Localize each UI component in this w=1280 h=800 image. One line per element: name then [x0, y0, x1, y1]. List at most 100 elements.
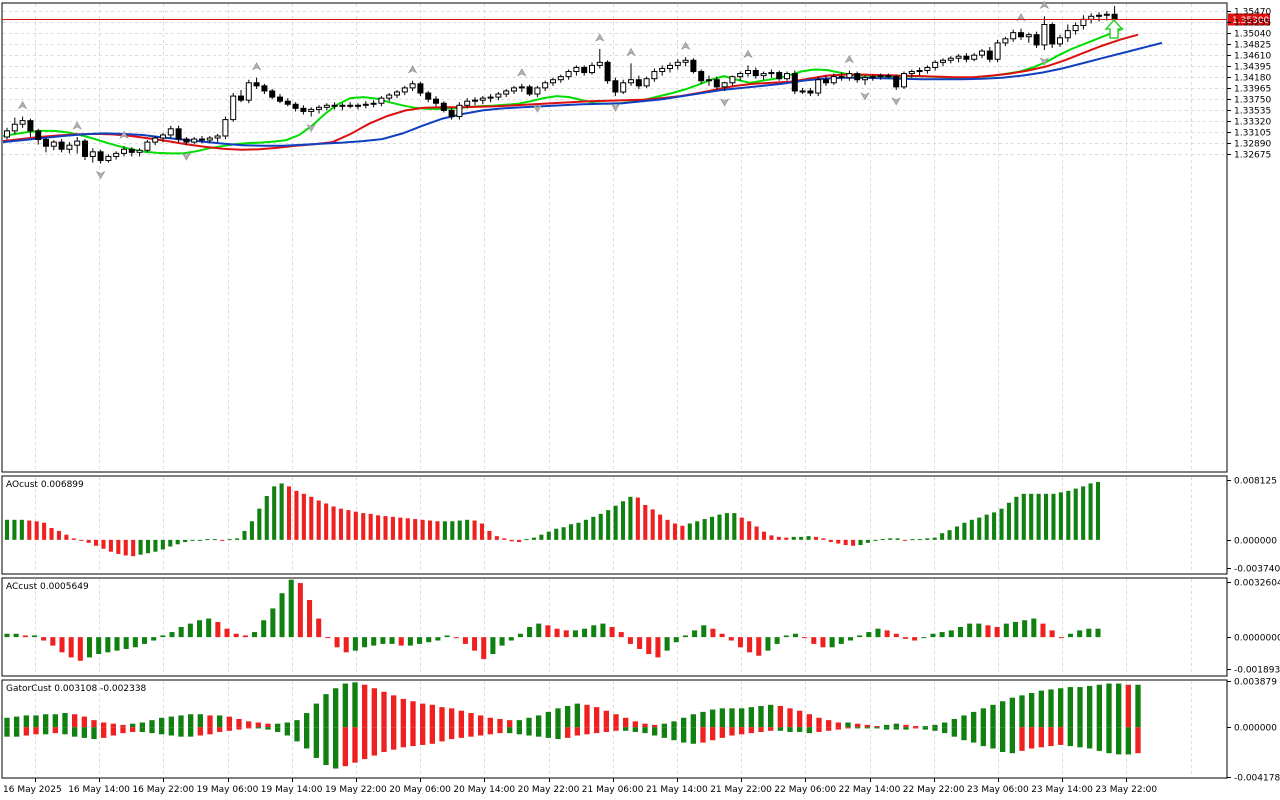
candle-bull	[596, 61, 603, 66]
price-tick-label: 1.34610	[1234, 52, 1271, 62]
candle-bull	[1002, 38, 1009, 44]
ac-bar	[600, 623, 606, 638]
gator-lower-bar	[159, 727, 165, 735]
gator-upper-bar	[507, 720, 513, 728]
candle-bull	[651, 71, 658, 80]
candle-bull	[971, 54, 978, 60]
ao-bar	[27, 520, 32, 540]
gator-lower-bar	[342, 727, 348, 767]
gator-upper-bar	[207, 715, 213, 728]
gator-upper-bar	[903, 724, 909, 728]
ao-bar	[249, 521, 254, 540]
candle-bear	[963, 55, 970, 60]
gator-upper-bar	[304, 713, 310, 728]
ac-bar	[288, 579, 294, 638]
candle-bull	[503, 90, 510, 95]
ao-bar	[769, 535, 774, 540]
candle-bull	[19, 120, 26, 125]
ao-bar	[145, 539, 151, 554]
ao-bar	[286, 486, 292, 540]
ao-bar	[531, 537, 536, 540]
ac-bar	[536, 623, 542, 638]
price-tick-label: 1.33965	[1234, 85, 1271, 95]
ac-bar	[737, 637, 743, 648]
candle-bear	[175, 128, 182, 140]
gator-upper-bar	[487, 717, 493, 728]
gator-upper-bar	[990, 704, 996, 728]
ac-bar	[719, 633, 725, 638]
gator-lower-bar	[913, 727, 919, 729]
time-label: 20 May 14:00	[453, 785, 515, 795]
gator-lower-bar	[1009, 727, 1015, 754]
gator-upper-bar	[391, 695, 397, 728]
ao-bar	[858, 539, 863, 546]
ao-bar	[754, 526, 759, 540]
gator-upper-bar	[555, 708, 561, 728]
gator-upper-bar	[516, 720, 522, 728]
gator-upper-bar	[748, 707, 754, 728]
candle-bull	[557, 76, 564, 81]
ao-bar	[220, 539, 225, 541]
ao-bar	[665, 519, 670, 540]
fractals	[17, 0, 1050, 180]
time-label: 22 May 22:00	[903, 785, 965, 795]
ac-bar	[389, 637, 395, 644]
ao-bar	[71, 538, 76, 540]
ao-bar	[1058, 492, 1063, 540]
gator-upper-bar	[14, 716, 20, 728]
ac-bar	[68, 637, 74, 658]
candle-bear	[604, 61, 611, 82]
ao-bar	[272, 486, 277, 540]
gator-lower-bar	[565, 727, 571, 738]
gator-upper-bar	[574, 703, 580, 728]
candle-bear	[269, 90, 276, 98]
ao-bar	[947, 530, 952, 540]
candle-bull	[947, 57, 954, 61]
gator-lower-bar	[507, 727, 513, 734]
ao-bar	[591, 516, 596, 540]
ao-bar	[969, 519, 974, 540]
ao-bar	[235, 538, 240, 540]
ao-bar	[479, 523, 485, 540]
ac-bar	[792, 633, 798, 638]
ac-bar	[490, 637, 496, 655]
gator-lower-bar	[942, 727, 948, 734]
fractal-down-marker	[95, 170, 106, 180]
gator-upper-bar	[1106, 683, 1112, 728]
ao-bar	[828, 539, 833, 543]
time-label: 16 May 2025	[3, 785, 62, 795]
gator-lower-bar	[642, 727, 648, 734]
candle-bear	[635, 79, 642, 87]
gator-frame	[1, 679, 1228, 779]
ac-bar	[197, 620, 203, 638]
ao-bar	[153, 539, 158, 552]
gator-upper-bar	[681, 717, 687, 728]
ac-bar	[160, 635, 166, 638]
gator-lower-bar	[497, 727, 503, 734]
gator-tick-label: 0.003879	[1234, 678, 1277, 688]
ao-bar	[205, 539, 210, 541]
price-tick-label: 1.35040	[1234, 30, 1271, 40]
gator-lower-bar	[874, 727, 880, 729]
ao-bar	[1088, 483, 1093, 540]
gator-upper-bar	[236, 718, 242, 728]
gator-upper-bar	[700, 711, 706, 728]
gator-upper-bar	[72, 714, 78, 728]
ac-bar	[829, 637, 835, 648]
axis-labels: 1.354701.352551.350401.348251.346101.343…	[3, 8, 1280, 796]
ac-bar	[1077, 630, 1083, 638]
ac-bar	[242, 635, 248, 638]
gator-upper-bar	[468, 713, 474, 728]
ao-bar	[851, 539, 856, 546]
gator-upper-bar	[1009, 697, 1015, 728]
ao-bar	[1081, 486, 1086, 540]
gator-upper-bar	[642, 723, 648, 728]
gator-lower-bar	[855, 727, 861, 729]
gator-upper-bar	[352, 682, 358, 728]
gator-upper-bar	[159, 717, 165, 728]
ao-tick-label: 0.000000	[1234, 537, 1277, 547]
ao-bar	[658, 514, 663, 540]
candle-bull	[659, 67, 666, 73]
fractal-up-marker	[72, 121, 82, 130]
